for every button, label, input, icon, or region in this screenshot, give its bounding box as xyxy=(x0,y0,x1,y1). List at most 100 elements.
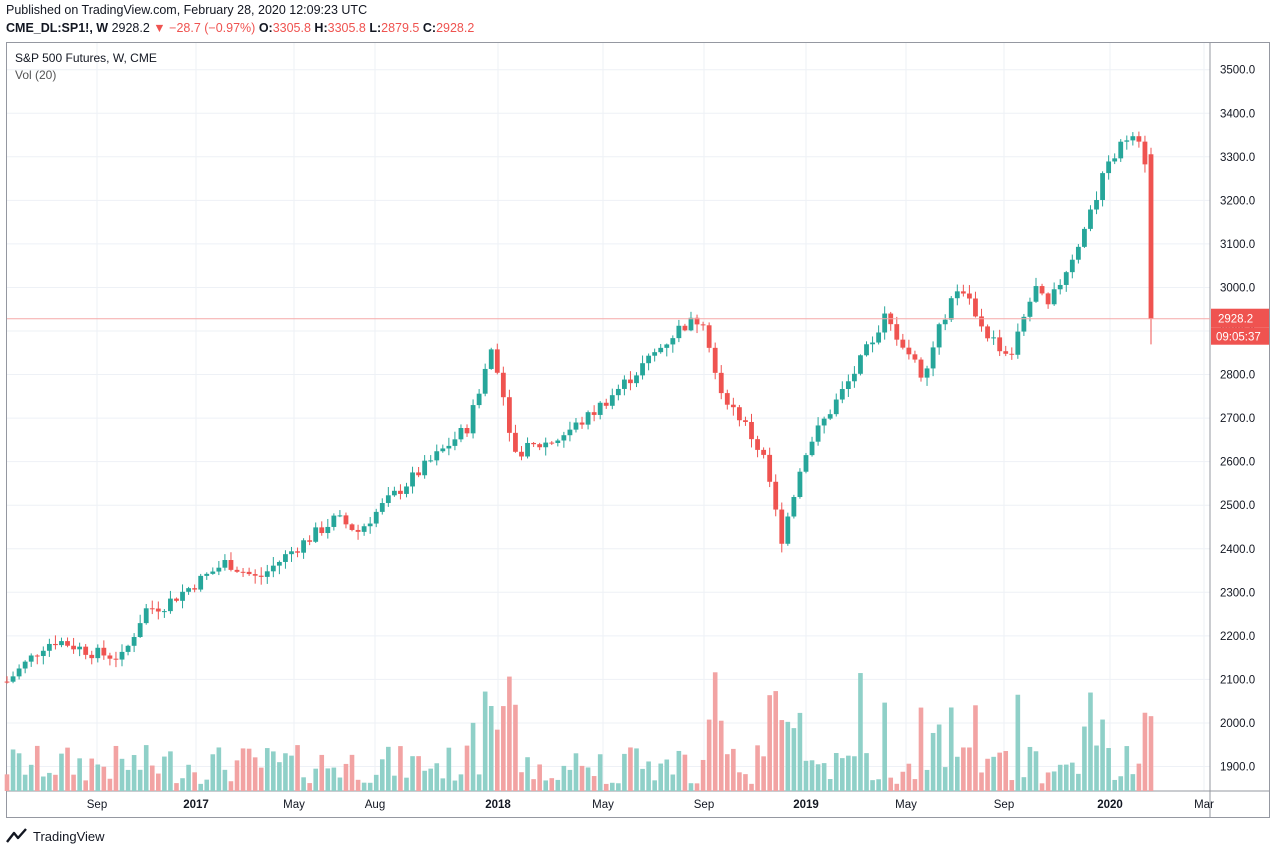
volume-bar xyxy=(313,768,318,791)
candle-body xyxy=(513,432,518,452)
volume-bar xyxy=(1063,764,1069,791)
volume-bar xyxy=(386,746,391,791)
candle-body xyxy=(858,355,863,374)
footer-brand[interactable]: TradingView xyxy=(6,827,105,845)
volume-bar xyxy=(731,748,736,791)
volume-bar xyxy=(4,774,10,791)
candle-body xyxy=(755,439,760,450)
volume-bar xyxy=(852,756,857,791)
candle-body xyxy=(924,368,930,378)
candle-body xyxy=(1130,136,1136,141)
candle-body xyxy=(373,511,379,524)
time-tick-label: Mar xyxy=(1194,799,1214,811)
candle-body xyxy=(4,681,10,683)
volume-bar xyxy=(616,783,621,791)
volume-bar xyxy=(700,759,706,791)
volume-bar xyxy=(1124,746,1130,791)
candle-body xyxy=(270,565,276,572)
volume-bar xyxy=(416,756,421,791)
candle-body xyxy=(894,324,900,340)
volume-bar xyxy=(131,755,137,791)
candle-body xyxy=(954,291,960,299)
volume-bar xyxy=(137,769,143,791)
candle-body xyxy=(658,347,664,353)
volume-bar xyxy=(1076,773,1081,791)
candle-body xyxy=(1009,353,1015,355)
candle-body xyxy=(107,655,113,659)
candle-body xyxy=(634,375,639,384)
countdown-badge xyxy=(1211,327,1269,345)
candle-body xyxy=(537,444,543,448)
candle-body xyxy=(640,363,645,376)
price-tick-label: 2800.0 xyxy=(1220,370,1255,382)
price-tick-label: 2000.0 xyxy=(1220,718,1255,730)
volume-bar xyxy=(513,704,518,791)
volume-bar xyxy=(864,753,869,791)
candle-body xyxy=(283,554,288,562)
price-tick-label: 2200.0 xyxy=(1220,631,1255,643)
open-value: 3305.8 xyxy=(272,21,311,35)
volume-bar xyxy=(258,767,264,791)
volume-bar xyxy=(597,754,603,791)
candle-body xyxy=(561,435,567,441)
volume-bar xyxy=(888,777,894,791)
candle-body xyxy=(22,661,28,669)
time-tick-label: May xyxy=(283,799,305,811)
symbol-name: CME_DL:SP1!, W xyxy=(6,21,109,35)
volume-bar xyxy=(331,767,337,791)
volume-bar xyxy=(948,707,954,791)
volume-bar xyxy=(936,724,942,791)
candle-body xyxy=(180,591,185,601)
volume-bar xyxy=(579,765,585,791)
volume-bar xyxy=(361,782,367,791)
candle-body xyxy=(682,325,688,331)
candle-body xyxy=(361,526,367,532)
volume-bar xyxy=(180,778,185,791)
candle-body xyxy=(16,668,22,677)
volume-bar xyxy=(543,780,549,791)
volume-bar xyxy=(567,769,573,791)
candle-body xyxy=(252,574,258,576)
candle-body xyxy=(149,608,155,610)
candle-body xyxy=(1069,259,1075,273)
volume-bar xyxy=(1009,780,1015,791)
volume-bar xyxy=(277,762,282,791)
candle-body xyxy=(730,404,736,408)
candle-body xyxy=(168,598,173,612)
volume-bar xyxy=(168,751,173,791)
volume-bar xyxy=(918,707,924,791)
volume-bar xyxy=(434,763,440,791)
volume-bar xyxy=(755,745,760,791)
candle-body xyxy=(488,349,494,369)
candle-body xyxy=(815,425,821,442)
volume-bar xyxy=(961,747,966,791)
candle-body xyxy=(95,647,101,659)
candle-body xyxy=(325,526,331,534)
time-tick-label: 2020 xyxy=(1097,799,1123,811)
volume-bar xyxy=(846,755,851,791)
volume-bar xyxy=(246,748,252,791)
candle-body xyxy=(222,560,228,568)
candle-body xyxy=(216,567,222,572)
volume-bar xyxy=(827,779,833,791)
time-tick-label: May xyxy=(592,799,614,811)
volume-bar xyxy=(464,745,470,791)
volume-bar xyxy=(706,719,712,791)
volume-bar xyxy=(325,768,331,791)
candle-body xyxy=(355,529,361,532)
volume-bar xyxy=(985,758,990,791)
candle-body xyxy=(1136,136,1142,142)
price-tick-label: 2400.0 xyxy=(1220,544,1255,556)
chart-frame[interactable] xyxy=(6,42,1270,818)
close-label: C: xyxy=(422,21,437,35)
volume-bar xyxy=(488,706,494,791)
candle-body xyxy=(749,421,754,440)
candle-body xyxy=(852,373,857,382)
volume-bar xyxy=(718,720,724,791)
candle-body xyxy=(391,490,397,496)
candle-body xyxy=(416,472,421,476)
candle-body xyxy=(664,344,670,348)
volume-bar xyxy=(682,754,688,791)
candle-body xyxy=(506,397,512,433)
